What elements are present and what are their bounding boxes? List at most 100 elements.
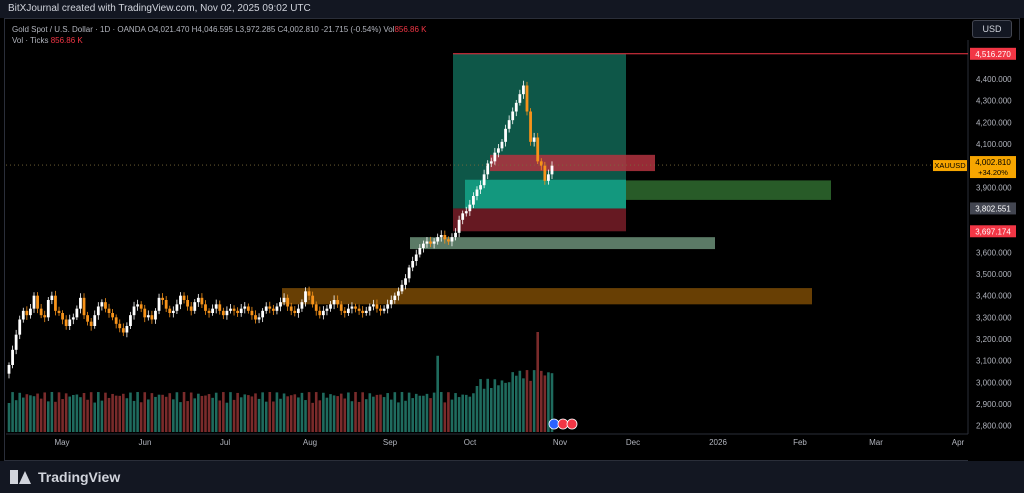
- candle-body: [89, 321, 93, 326]
- candle-body: [450, 237, 454, 242]
- candle-body: [161, 297, 165, 300]
- volume-bar: [207, 394, 211, 432]
- volume-bar: [486, 378, 489, 432]
- candle-body: [389, 300, 393, 305]
- candle-body: [411, 261, 415, 268]
- currency-button[interactable]: USD: [972, 20, 1012, 38]
- y-tick-label: 3,600.000: [976, 248, 1012, 257]
- volume-bar: [18, 392, 22, 432]
- y-tick-label: 4,100.000: [976, 140, 1012, 149]
- y-tick-label: 3,000.000: [976, 378, 1012, 387]
- zone-demand-upper: [626, 180, 831, 200]
- candle-body: [539, 161, 543, 166]
- volume-bar: [64, 393, 68, 432]
- volume-bar: [97, 392, 100, 432]
- candle-body: [332, 300, 336, 305]
- volume-bar: [289, 395, 293, 432]
- candle-body: [307, 291, 311, 296]
- candle-body: [125, 326, 129, 333]
- candle-body: [375, 304, 379, 309]
- candle-body: [114, 317, 118, 324]
- volume-bar: [89, 392, 93, 432]
- candle-body: [371, 304, 375, 307]
- volume-bar: [164, 396, 168, 432]
- candle-body: [164, 300, 168, 309]
- candle-body: [136, 304, 140, 307]
- header-title: BitXJournal created with TradingView.com…: [8, 3, 311, 14]
- candle-body: [25, 310, 29, 316]
- candle-body: [189, 306, 193, 311]
- volume-bar: [461, 394, 464, 432]
- candle-body: [104, 302, 107, 309]
- volume-bar: [479, 379, 482, 432]
- candle-body: [525, 85, 529, 112]
- symbol-tag: [933, 160, 967, 172]
- candle-body: [504, 128, 507, 142]
- candle-body: [536, 137, 540, 162]
- candle-body: [121, 328, 125, 333]
- y-tick-label: 3,500.000: [976, 270, 1012, 279]
- candle-body: [404, 278, 407, 285]
- candle-body: [239, 308, 243, 313]
- top-bar: BitXJournal created with TradingView.com…: [0, 0, 1024, 18]
- volume-bar: [175, 392, 179, 432]
- volume-bar: [311, 402, 314, 432]
- y-tick-label: 3,100.000: [976, 357, 1012, 366]
- candle-body: [225, 310, 229, 316]
- zone-supply: [490, 154, 655, 172]
- price-chart[interactable]: 2,800.000 2,900.000 3,000.000 3,100.000 3,20…: [0, 0, 1024, 461]
- volume-bar: [389, 399, 393, 432]
- candle-body: [200, 297, 204, 305]
- volume-bar: [247, 395, 250, 432]
- volume-bar: [443, 402, 447, 432]
- volume-bar: [472, 393, 475, 432]
- volume-bar: [250, 396, 254, 432]
- candle-body: [293, 310, 297, 313]
- candle-body: [511, 111, 515, 121]
- candle-body: [425, 241, 429, 244]
- last-price-tag: [970, 156, 1016, 179]
- volume-bar: [189, 392, 193, 432]
- volume-bar: [350, 401, 354, 432]
- candle-body: [154, 310, 157, 320]
- volume-bar: [132, 400, 136, 432]
- candle-body: [518, 94, 522, 103]
- x-tick-label: 2026: [709, 438, 727, 447]
- volume-bar: [354, 392, 357, 432]
- volume-bar: [21, 397, 25, 432]
- candle-body: [279, 302, 282, 307]
- volume-bar: [25, 394, 29, 432]
- volume-bar: [414, 393, 418, 432]
- last-price-label: 4,002.810: [975, 158, 1011, 167]
- candle-body: [500, 141, 504, 149]
- volume-bar: [400, 392, 404, 432]
- volume-bar: [225, 402, 229, 432]
- volume-bar: [100, 400, 104, 432]
- candle-body: [196, 297, 200, 303]
- candle-body: [61, 313, 64, 320]
- volume-bar: [125, 398, 129, 432]
- volume-bar: [382, 397, 386, 432]
- volume-bar: [343, 398, 347, 432]
- candle-body: [257, 317, 261, 320]
- volume-bar: [104, 392, 107, 432]
- volume-bar: [411, 398, 414, 432]
- volume-bar: [72, 394, 75, 432]
- candle-body: [529, 111, 532, 142]
- volume-bar: [186, 401, 189, 432]
- volume-bar: [161, 394, 164, 432]
- position-progress-zone: [465, 179, 626, 209]
- zone-demand-mid: [410, 237, 715, 250]
- volume-bar: [282, 393, 286, 432]
- volume-bar: [272, 401, 275, 432]
- y-tick-label: 2,800.000: [976, 422, 1012, 431]
- legend-vol-label: Vol · Ticks: [12, 36, 49, 45]
- volume-bar: [332, 395, 336, 432]
- volume-bar: [36, 393, 39, 432]
- volume-bar: [364, 399, 368, 432]
- volume-bar: [372, 396, 375, 432]
- candle-body: [18, 319, 22, 335]
- volume-bar: [393, 392, 397, 432]
- volume-bar: [214, 392, 218, 432]
- volume-bar: [179, 402, 182, 432]
